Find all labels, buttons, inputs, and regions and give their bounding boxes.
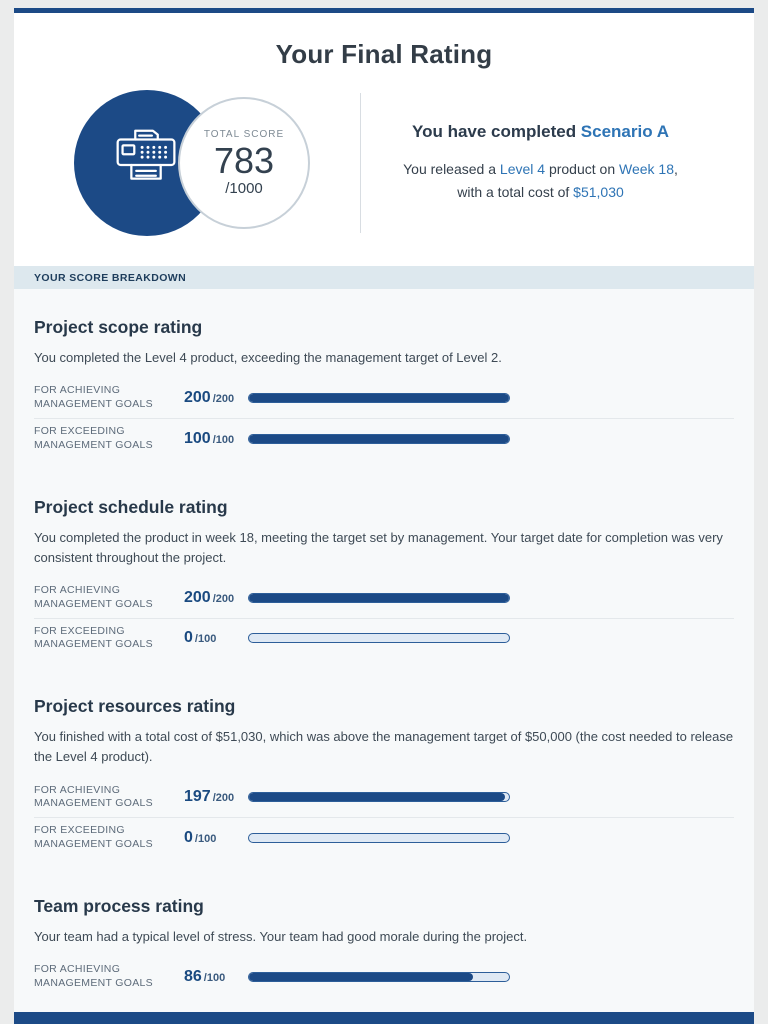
goal-label-line: MANAGEMENT GOALS bbox=[34, 797, 153, 810]
progress-track bbox=[248, 592, 510, 603]
score-value: 200 bbox=[184, 389, 211, 406]
goal-label-line: FOR EXCEEDING bbox=[34, 624, 125, 637]
goal-label: FOR EXCEEDING MANAGEMENT GOALS bbox=[34, 625, 184, 653]
score-value: 197 bbox=[184, 788, 211, 806]
score-max: /200 bbox=[212, 792, 235, 805]
score-row-exceeding: FOR EXCEEDING MANAGEMENT GOALS 100/100 bbox=[34, 417, 734, 459]
result-text-part: with a total cost of bbox=[457, 184, 574, 200]
goal-label-line: MANAGEMENT GOALS bbox=[34, 398, 153, 410]
score-badge: TOTAL SCORE 783 /1000 bbox=[74, 88, 326, 238]
section-project-scope: Project scope rating You completed the L… bbox=[34, 317, 734, 459]
goal-label: FOR ACHIEVING MANAGEMENT GOALS bbox=[34, 784, 184, 812]
result-text-part: , bbox=[674, 160, 678, 177]
total-score-circle: TOTAL SCORE 783 /1000 bbox=[178, 97, 310, 229]
footer-bar bbox=[14, 1012, 754, 1024]
goal-label: FOR EXCEEDING MANAGEMENT GOALS bbox=[34, 425, 184, 453]
goal-label-line: FOR ACHIEVING bbox=[34, 963, 121, 976]
results-card: Your Final Rating bbox=[14, 8, 754, 1024]
printer-icon bbox=[116, 129, 176, 180]
section-description: You completed the product in week 18, me… bbox=[34, 529, 723, 565]
completion-heading: You have completed Scenario A bbox=[367, 122, 714, 142]
section-team-process: Team process rating Your team had a typi… bbox=[34, 896, 734, 997]
section-description: Your team had a typical level of stress.… bbox=[34, 929, 528, 945]
goal-label-line: MANAGEMENT GOALS bbox=[34, 977, 153, 990]
progress-fill bbox=[249, 394, 509, 402]
score-value: 0 bbox=[184, 629, 193, 647]
goal-label-line: FOR ACHIEVING bbox=[34, 384, 121, 397]
progress-track bbox=[248, 792, 510, 803]
goal-label: FOR ACHIEVING MANAGEMENT GOALS bbox=[34, 963, 184, 991]
section-project-resources: Project resources rating You finished wi… bbox=[34, 696, 734, 858]
score-row-achieving: FOR ACHIEVING MANAGEMENT GOALS 197/200 bbox=[34, 778, 734, 818]
goal-label: FOR EXCEEDING MANAGEMENT GOALS bbox=[34, 824, 184, 852]
section-heading: Team process rating bbox=[34, 896, 204, 917]
goal-label-line: MANAGEMENT GOALS bbox=[34, 638, 153, 651]
score-row-achieving: FOR ACHIEVING MANAGEMENT GOALS 86/100 bbox=[34, 957, 734, 997]
section-project-schedule: Project schedule rating You completed th… bbox=[34, 497, 734, 659]
score-max: /100 bbox=[194, 833, 217, 846]
score-text: 200/200 bbox=[184, 389, 248, 407]
progress-fill bbox=[249, 793, 506, 802]
score-max: /100 bbox=[203, 972, 226, 985]
total-score-value: 783 bbox=[213, 139, 275, 181]
score-value: 0 bbox=[184, 829, 193, 847]
breakdown-content: Project scope rating You completed the L… bbox=[14, 289, 754, 1012]
section-heading: Project schedule rating bbox=[34, 496, 228, 517]
breakdown-header: YOUR SCORE BREAKDOWN bbox=[14, 266, 754, 289]
score-text: 0/100 bbox=[184, 829, 248, 847]
section-heading: Project scope rating bbox=[34, 317, 203, 337]
score-text: 100/100 bbox=[184, 430, 248, 448]
score-value: 86 bbox=[184, 968, 202, 986]
score-max: /100 bbox=[194, 633, 217, 646]
result-text-part: You released a bbox=[403, 160, 500, 177]
level-value: Level 4 bbox=[499, 160, 546, 177]
scenario-name: Scenario A bbox=[580, 121, 669, 141]
progress-track bbox=[248, 633, 510, 644]
goal-label-line: MANAGEMENT GOALS bbox=[34, 838, 153, 851]
result-text-part: product on bbox=[545, 160, 619, 177]
progress-fill bbox=[249, 973, 473, 982]
score-max: /200 bbox=[212, 393, 235, 405]
score-value: 200 bbox=[184, 588, 211, 606]
summary-panel: TOTAL SCORE 783 /1000 You have completed… bbox=[14, 74, 754, 266]
page-title: Your Final Rating bbox=[275, 39, 493, 69]
section-heading: Project resources rating bbox=[34, 696, 236, 717]
score-text: 0/100 bbox=[184, 629, 248, 647]
summary-divider bbox=[360, 93, 361, 233]
goal-label-line: MANAGEMENT GOALS bbox=[34, 597, 153, 610]
score-max: /200 bbox=[212, 592, 235, 605]
goal-label-line: FOR EXCEEDING bbox=[34, 424, 125, 437]
score-text: 200/200 bbox=[184, 589, 248, 607]
completion-block: You have completed Scenario A You releas… bbox=[361, 122, 720, 204]
goal-label: FOR ACHIEVING MANAGEMENT GOALS bbox=[34, 384, 184, 412]
score-max: /100 bbox=[212, 433, 235, 446]
result-text: You released a Level 4 product on Week 1… bbox=[367, 158, 714, 204]
progress-track bbox=[248, 833, 510, 844]
score-value: 100 bbox=[184, 429, 211, 447]
page-header: Your Final Rating bbox=[14, 13, 754, 74]
section-description: You completed the Level 4 product, excee… bbox=[34, 350, 502, 365]
progress-fill bbox=[249, 593, 509, 602]
score-row-achieving: FOR ACHIEVING MANAGEMENT GOALS 200/200 bbox=[34, 578, 734, 618]
cost-value: $51,030 bbox=[573, 184, 624, 200]
score-row-exceeding: FOR EXCEEDING MANAGEMENT GOALS 0/100 bbox=[34, 817, 734, 858]
total-score-max: /1000 bbox=[225, 180, 263, 198]
goal-label: FOR ACHIEVING MANAGEMENT GOALS bbox=[34, 584, 184, 612]
total-score-label: TOTAL SCORE bbox=[203, 128, 285, 140]
score-row-achieving: FOR ACHIEVING MANAGEMENT GOALS 200/200 bbox=[34, 378, 734, 418]
goal-label-line: FOR ACHIEVING bbox=[34, 583, 121, 596]
completion-prefix: You have completed bbox=[412, 121, 581, 141]
score-row-exceeding: FOR EXCEEDING MANAGEMENT GOALS 0/100 bbox=[34, 617, 734, 659]
progress-track bbox=[248, 433, 510, 444]
score-text: 197/200 bbox=[184, 788, 248, 806]
progress-track bbox=[248, 393, 510, 403]
score-text: 86/100 bbox=[184, 968, 248, 986]
section-description: You finished with a total cost of $51,03… bbox=[34, 729, 734, 765]
week-value: Week 18 bbox=[619, 160, 674, 177]
progress-fill bbox=[249, 434, 509, 443]
progress-track bbox=[248, 972, 510, 983]
goal-label-line: FOR ACHIEVING bbox=[34, 783, 121, 796]
goal-label-line: MANAGEMENT GOALS bbox=[34, 438, 153, 451]
goal-label-line: FOR EXCEEDING bbox=[34, 824, 125, 837]
